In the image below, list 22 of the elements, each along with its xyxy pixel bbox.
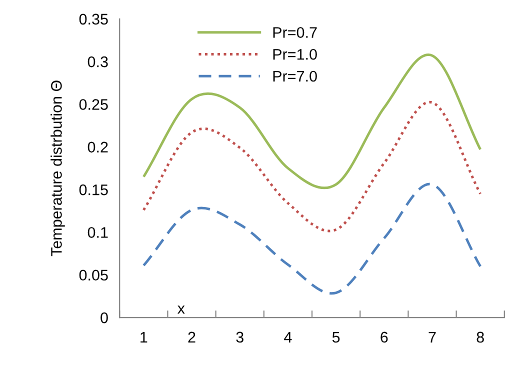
x-tick-label: 2 bbox=[188, 332, 196, 342]
line-series bbox=[142, 183, 482, 295]
y-tick-label: 0.05 bbox=[79, 270, 108, 281]
y-tick-label: 0 bbox=[100, 312, 108, 324]
y-tick-label: 0.15 bbox=[79, 184, 108, 196]
legend-label: Pr=1.0 bbox=[273, 48, 317, 60]
x-tick-label: 4 bbox=[284, 332, 292, 342]
x-tick-label: 7 bbox=[428, 332, 436, 342]
y-axis-title: Temperature distrbution Θ bbox=[50, 80, 65, 256]
y-tick-label: 0.2 bbox=[88, 142, 108, 153]
y-tick-label: 0.35 bbox=[79, 14, 108, 25]
legend-label: Pr=7.0 bbox=[273, 70, 317, 82]
x-tick-label: 1 bbox=[140, 332, 148, 342]
y-tick-label: 0.3 bbox=[88, 56, 108, 68]
x-tick-label: 3 bbox=[236, 332, 244, 343]
x-tick-label: 6 bbox=[380, 332, 388, 343]
x-axis-title: x bbox=[178, 306, 185, 314]
y-tick-label: 0.1 bbox=[88, 227, 108, 238]
legend-label: Pr=0.7 bbox=[273, 27, 317, 38]
y-tick-label: 0.25 bbox=[79, 99, 108, 110]
x-tick-label: 5 bbox=[332, 332, 340, 343]
x-tick-label: 8 bbox=[476, 332, 484, 343]
